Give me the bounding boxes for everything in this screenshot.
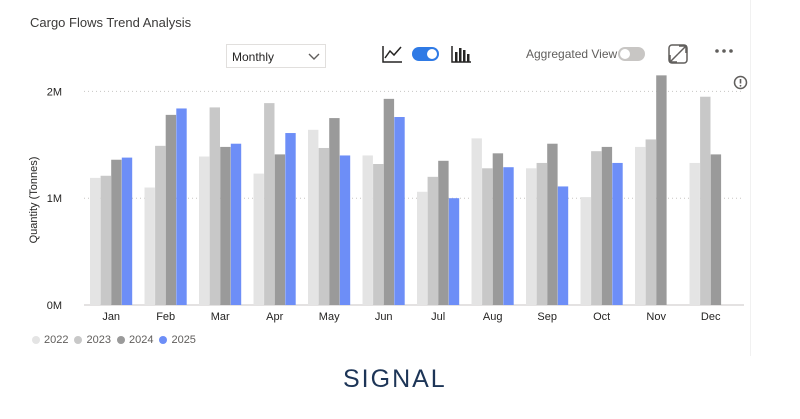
bar-2022-jul [417,191,428,305]
line-chart-icon[interactable] [381,44,403,64]
panel-border [750,0,751,356]
period-dropdown-value: Monthly [232,50,275,64]
bar-2023-sep [536,162,547,305]
aggregated-view-toggle[interactable] [618,47,645,61]
bar-2022-may [308,129,319,305]
bar-2024-aug [492,153,504,305]
bar-2025-mar [230,143,242,305]
x-tick-label: Nov [646,311,666,323]
chart-legend: 2022 2023 2024 2025 [32,333,202,347]
bar-2024-feb [165,114,177,305]
logo-wordmark: SIGNAL [343,365,447,393]
bar-2024-dec [710,154,722,305]
bar-2025-jul [448,198,460,305]
bar-2025-may [339,155,351,305]
chart-visual: Cargo Flows Trend Analysis Monthly Aggre… [28,0,751,356]
expand-icon[interactable] [667,43,689,65]
aggregated-view-label: Aggregated View [526,47,618,61]
x-tick-label: Jun [375,311,393,323]
bar-2022-sep [526,168,537,305]
bar-2025-feb [176,108,187,305]
bar-2022-feb [144,187,155,305]
legend-item-2025[interactable]: 2025 [159,334,196,346]
legend-marker [32,336,40,344]
legend-item-2024[interactable]: 2024 [116,334,154,346]
bar-2024-mar [220,146,231,305]
visual-title: Cargo Flows Trend Analysis [30,15,192,30]
chart-type-toggle[interactable] [412,47,439,61]
bar-2024-apr [274,154,286,305]
bar-2023-feb [155,145,166,305]
bar-chart-icon[interactable] [450,44,472,64]
x-tick-label: Apr [266,311,283,323]
x-tick-label: Jan [102,311,120,323]
bar-2023-aug [482,168,493,305]
legend-label: 2025 [171,334,196,346]
toggle-knob [620,49,630,59]
bar-2023-jul [427,176,438,305]
bar-2025-jan [121,157,133,305]
bar-2023-jun [373,164,384,305]
bar-2025-aug [503,167,514,305]
legend-label: 2023 [86,334,111,346]
bar-2024-may [329,118,340,306]
legend-item-2023[interactable]: 2023 [74,334,111,346]
bar-2025-jun [394,117,405,306]
x-tick-label: Feb [156,311,175,323]
y-tick-label: 1M [47,193,62,205]
period-dropdown[interactable]: Monthly [226,44,326,68]
y-tick-label: 0M [47,300,62,312]
bar-2022-oct [580,197,591,305]
bar-2024-oct [601,146,613,305]
bar-2022-jan [90,177,101,305]
legend-label: 2024 [128,334,154,346]
x-tick-label: Aug [483,311,503,323]
bar-2024-jun [383,98,395,305]
x-tick-label: Dec [701,311,721,323]
bar-2023-oct [591,151,602,305]
bar-2023-dec [700,96,711,305]
bar-2023-may [318,147,329,305]
x-tick-label: May [319,311,340,323]
bar-2022-mar [199,156,210,305]
x-tick-label: Mar [211,311,230,323]
bar-2022-nov [635,146,646,305]
legend-item-2022[interactable]: 2022 [32,334,68,346]
bar-2024-sep [547,143,558,305]
legend-marker [74,336,83,344]
bar-2022-dec [689,162,700,305]
x-tick-label: Oct [593,311,610,323]
bar-2023-jan [100,175,111,305]
info-icon[interactable] [733,75,748,90]
bar-2025-apr [285,133,296,305]
x-tick-label: Jul [431,311,445,323]
bar-2023-apr [264,103,275,305]
toggle-knob [427,49,437,59]
bar-2024-jul [438,160,449,305]
y-axis-title: Quantity (Tonnes) [28,157,40,244]
legend-marker [159,336,168,344]
chevron-down-icon [308,53,320,60]
bar-2023-nov [645,139,656,305]
bar-chart: 0M 1M 2M Jan Feb Mar Apr May Jun Jul Aug Sep Oct Nov… [28,75,744,323]
bar-2025-oct [612,162,623,305]
bar-2022-jun [362,155,373,305]
bar-2022-aug [471,138,482,305]
signal-logo: SIGNAL [343,365,447,393]
x-tick-label: Sep [537,311,557,323]
more-options-icon[interactable] [714,47,734,55]
bar-2024-jan [111,159,122,305]
legend-label: 2022 [44,334,69,346]
bar-2025-sep [557,186,569,305]
bar-2023-mar [209,107,220,306]
bar-2022-apr [253,173,264,305]
y-tick-label: 2M [47,86,62,98]
bar-2024-nov [656,75,667,305]
legend-marker [116,336,125,344]
